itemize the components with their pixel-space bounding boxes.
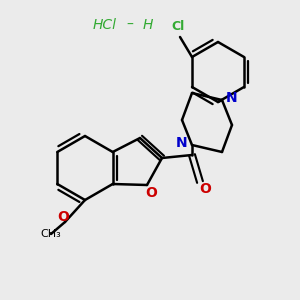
Text: CH₃: CH₃ xyxy=(40,229,61,239)
Text: O: O xyxy=(145,186,157,200)
Text: –: – xyxy=(127,18,134,32)
Text: N: N xyxy=(176,136,188,150)
Text: O: O xyxy=(57,210,69,224)
Text: H: H xyxy=(143,18,153,32)
Text: O: O xyxy=(199,182,211,196)
Text: N: N xyxy=(226,91,238,105)
Text: HCl: HCl xyxy=(93,18,117,32)
Text: Cl: Cl xyxy=(171,20,184,34)
